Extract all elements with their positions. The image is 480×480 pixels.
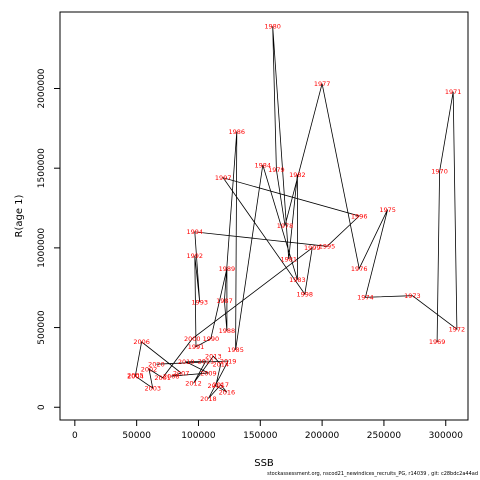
point-label: 2015 xyxy=(208,382,225,390)
y-axis: 0 500000 1000000 1500000 2000000 xyxy=(37,68,61,410)
plot-box xyxy=(59,11,469,421)
point-label: 1987 xyxy=(216,297,233,305)
point-label: 2018 xyxy=(200,395,217,403)
x-tick-label: 100000 xyxy=(181,431,216,441)
point-label: 2014 xyxy=(212,361,229,369)
point-label: 1971 xyxy=(445,88,462,96)
point-label: 1994 xyxy=(186,228,203,236)
series-line xyxy=(134,26,458,399)
x-tick-label: 250000 xyxy=(367,431,402,441)
point-label: 1975 xyxy=(379,206,396,214)
x-tick-label: 150000 xyxy=(243,431,278,441)
point-label: 2003 xyxy=(144,384,161,392)
point-label: 1982 xyxy=(289,171,306,179)
point-label: 2006 xyxy=(133,338,150,346)
point-label: 2016 xyxy=(219,388,236,396)
y-tick-label: 0 xyxy=(37,404,47,410)
point-label: 1989 xyxy=(219,265,236,273)
point-label: 1985 xyxy=(227,346,244,354)
point-label: 1970 xyxy=(431,168,448,176)
point-label: 1972 xyxy=(449,325,466,333)
point-label: 1993 xyxy=(191,298,208,306)
y-tick-label: 2000000 xyxy=(37,68,47,108)
point-label: 1997 xyxy=(215,174,232,182)
y-tick-label: 1000000 xyxy=(37,228,47,268)
point-label: 1979 xyxy=(268,166,285,174)
x-tick-label: 0 xyxy=(72,431,78,441)
x-axis-title: SSB xyxy=(254,458,274,469)
point-label: 1977 xyxy=(314,80,331,88)
point-label: 2019 xyxy=(220,357,237,365)
point-label: 2000 xyxy=(184,335,201,343)
point-label: 2001 xyxy=(154,374,171,382)
point-label: 1996 xyxy=(351,212,368,220)
point-label: 1974 xyxy=(357,294,374,302)
point-label: 1973 xyxy=(404,292,421,300)
point-label: 2004 xyxy=(127,372,144,380)
x-tick-label: 200000 xyxy=(305,431,340,441)
point-label: 1980 xyxy=(264,23,281,31)
point-label: 1990 xyxy=(203,335,220,343)
point-label: 1984 xyxy=(254,161,271,169)
point-label: 2020 xyxy=(148,361,165,369)
point-label: 2009 xyxy=(200,369,217,377)
point-label: 1995 xyxy=(319,243,336,251)
point-label: 1969 xyxy=(429,338,446,346)
x-tick-label: 300000 xyxy=(429,431,464,441)
y-tick-label: 500000 xyxy=(37,310,47,345)
x-axis: 0 50000 100000 150000 200000 250000 300000 xyxy=(72,419,464,441)
y-tick-label: 1500000 xyxy=(37,148,47,188)
point-label: 2007 xyxy=(173,369,190,377)
point-label: 1999 xyxy=(304,244,321,252)
point-label: 2013 xyxy=(205,353,222,361)
point-label: 1976 xyxy=(351,265,368,273)
year-labels: 1969 1970 1971 1972 1973 1974 1975 1976 1977 1978… xyxy=(127,23,465,403)
point-label: 2008 xyxy=(163,372,180,380)
point-label: 1986 xyxy=(229,128,246,136)
point-label: 2005 xyxy=(127,372,144,380)
point-label: 2010 xyxy=(178,358,195,366)
point-label: 1991 xyxy=(188,343,205,351)
y-axis-title: R(age 1) xyxy=(14,194,25,237)
point-label: 2011 xyxy=(198,357,215,365)
point-label: 2017 xyxy=(212,381,229,389)
point-label: 2002 xyxy=(141,365,158,373)
point-label: 1983 xyxy=(289,276,306,284)
x-tick-label: 50000 xyxy=(122,431,151,441)
footer-caption: stockassessment.org, nscod21_newindices_… xyxy=(267,471,478,477)
point-label: 1988 xyxy=(219,327,236,335)
point-label: 1992 xyxy=(186,252,203,260)
point-label: 1998 xyxy=(297,290,314,298)
point-label: 1981 xyxy=(280,255,297,263)
point-label: 2012 xyxy=(185,380,202,388)
point-label: 1978 xyxy=(277,222,294,230)
